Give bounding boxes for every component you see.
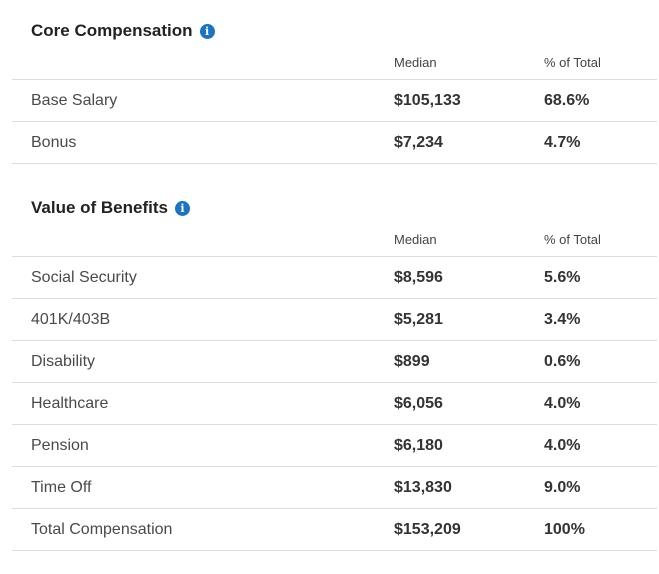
value-of-benefits-section: Value of Benefits i Median % of Total So… xyxy=(12,164,657,551)
row-percent: 100% xyxy=(544,520,585,538)
table-row-401k-403b: 401K/403B $5,281 3.4% xyxy=(12,299,657,341)
row-label: Time Off xyxy=(31,478,92,496)
row-label: Social Security xyxy=(31,268,137,286)
row-label: Bonus xyxy=(31,133,77,151)
row-percent: 4.0% xyxy=(544,394,581,412)
row-percent: 68.6% xyxy=(544,91,590,109)
row-percent: 4.0% xyxy=(544,436,581,454)
percent-column-header: % of Total xyxy=(544,54,601,70)
row-label: 401K/403B xyxy=(31,310,111,328)
row-percent: 3.4% xyxy=(544,310,581,328)
info-icon[interactable]: i xyxy=(199,23,215,39)
table-row-social-security: Social Security $8,596 5.6% xyxy=(12,257,657,299)
row-median: $105,133 xyxy=(394,91,461,109)
core-compensation-header-row: Median % of Total xyxy=(12,45,657,80)
table-row-bonus: Bonus $7,234 4.7% xyxy=(12,122,657,164)
row-median: $899 xyxy=(394,352,430,370)
core-compensation-title: Core Compensation i xyxy=(12,17,657,45)
row-percent: 0.6% xyxy=(544,352,581,370)
table-row-healthcare: Healthcare $6,056 4.0% xyxy=(12,383,657,425)
table-row-disability: Disability $899 0.6% xyxy=(12,341,657,383)
table-row-total-compensation: Total Compensation $153,209 100% xyxy=(12,509,657,551)
row-percent: 9.0% xyxy=(544,478,581,496)
value-of-benefits-title-text: Value of Benefits xyxy=(31,198,168,217)
core-compensation-title-text: Core Compensation xyxy=(31,21,193,40)
row-label: Total Compensation xyxy=(31,520,173,538)
value-of-benefits-title: Value of Benefits i xyxy=(12,194,657,222)
row-label: Pension xyxy=(31,436,89,454)
percent-column-header: % of Total xyxy=(544,231,601,247)
row-percent: 4.7% xyxy=(544,133,581,151)
row-median: $8,596 xyxy=(394,268,443,286)
compensation-panel: Core Compensation i Median % of Total Ba… xyxy=(12,0,657,551)
benefits-header-row: Median % of Total xyxy=(12,222,657,257)
median-column-header: Median xyxy=(394,231,437,247)
table-row-time-off: Time Off $13,830 9.0% xyxy=(12,467,657,509)
row-label: Disability xyxy=(31,352,96,370)
row-label: Healthcare xyxy=(31,394,109,412)
table-row-base-salary: Base Salary $105,133 68.6% xyxy=(12,80,657,122)
row-median: $5,281 xyxy=(394,310,443,328)
row-median: $7,234 xyxy=(394,133,443,151)
median-column-header: Median xyxy=(394,54,437,70)
info-icon[interactable]: i xyxy=(174,200,190,216)
row-median: $6,056 xyxy=(394,394,443,412)
row-label: Base Salary xyxy=(31,91,118,109)
row-percent: 5.6% xyxy=(544,268,581,286)
row-median: $153,209 xyxy=(394,520,461,538)
row-median: $6,180 xyxy=(394,436,443,454)
row-median: $13,830 xyxy=(394,478,452,496)
table-row-pension: Pension $6,180 4.0% xyxy=(12,425,657,467)
core-compensation-section: Core Compensation i Median % of Total Ba… xyxy=(12,0,657,164)
